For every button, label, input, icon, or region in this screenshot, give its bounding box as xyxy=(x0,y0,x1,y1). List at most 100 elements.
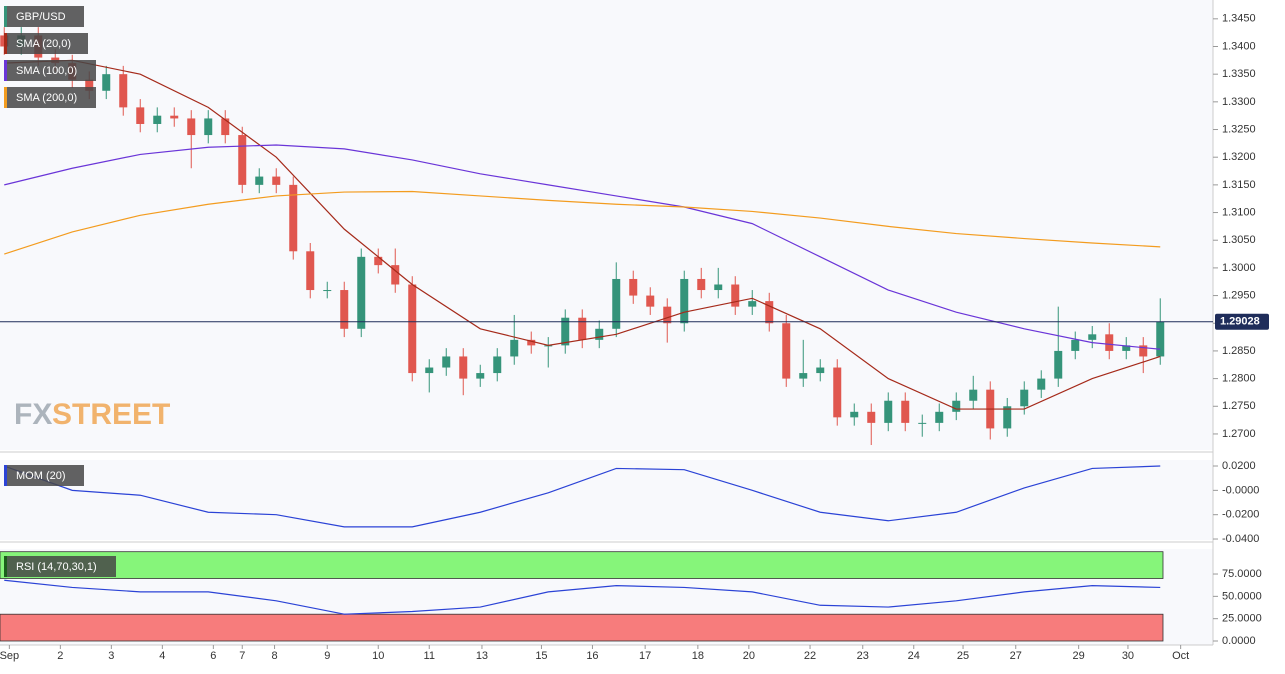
candle-body xyxy=(170,115,179,119)
candle-body xyxy=(1088,334,1097,340)
legend-swatch xyxy=(4,465,7,486)
candle-body xyxy=(901,400,910,423)
candle-body xyxy=(1122,345,1131,351)
x-tick-label: 6 xyxy=(210,650,216,662)
candle-body xyxy=(459,356,468,379)
oversold-band xyxy=(0,613,1164,642)
candle-body xyxy=(680,278,689,324)
candle-body xyxy=(969,389,978,401)
y-tick-label: 1.3000 xyxy=(1222,262,1256,274)
candle-body xyxy=(646,295,655,307)
legend-label: MOM (20) xyxy=(16,470,66,482)
legend-box xyxy=(4,87,96,108)
x-tick-label: 24 xyxy=(908,650,920,662)
y-tick-label: 0.0200 xyxy=(1222,460,1256,472)
y-tick-label: 1.2950 xyxy=(1222,289,1256,301)
indicator-line xyxy=(4,579,1161,615)
legend-label: GBP/USD xyxy=(16,11,66,23)
candle-body xyxy=(663,306,672,324)
candle-body xyxy=(578,317,587,340)
candle-body xyxy=(561,317,570,346)
candle-body xyxy=(612,278,621,329)
candle-body xyxy=(1054,350,1063,379)
y-tick-label: 25.0000 xyxy=(1222,613,1262,625)
x-tick-label: 4 xyxy=(159,650,165,662)
candle-body xyxy=(833,367,842,418)
candle-body xyxy=(1105,334,1114,351)
x-tick-label: 29 xyxy=(1073,650,1085,662)
candle-body xyxy=(1156,321,1165,357)
y-tick-label: 1.2700 xyxy=(1222,428,1256,440)
y-tick-label: 1.3450 xyxy=(1222,13,1256,25)
y-tick-label: -0.0000 xyxy=(1222,484,1259,496)
x-tick-label: Sep xyxy=(0,650,19,662)
x-tick-label: 15 xyxy=(535,650,547,662)
y-tick-label: 75.0000 xyxy=(1222,568,1262,580)
y-tick-label: 1.2750 xyxy=(1222,400,1256,412)
candle-body xyxy=(952,400,961,412)
x-tick-label: 9 xyxy=(324,650,330,662)
x-tick-label: 23 xyxy=(857,650,869,662)
candle-body xyxy=(510,339,519,357)
legend-swatch xyxy=(4,6,7,27)
candle-body xyxy=(799,373,808,379)
legend-swatch xyxy=(4,87,7,108)
indicator-line xyxy=(4,190,1161,255)
price-panel xyxy=(0,0,1213,450)
candle-body xyxy=(204,118,213,136)
candle-body xyxy=(748,301,757,307)
candle-body xyxy=(697,278,706,291)
overbought-band xyxy=(0,551,1164,579)
indicator-line xyxy=(4,59,1161,410)
candle-body xyxy=(374,256,383,266)
y-tick-label: -0.0400 xyxy=(1222,533,1259,545)
candle-body xyxy=(816,367,825,374)
y-tick-label: 0.0000 xyxy=(1222,635,1256,647)
x-tick-label: 18 xyxy=(692,650,704,662)
candle-body xyxy=(238,135,247,185)
candle-body xyxy=(391,265,400,285)
candle-body xyxy=(119,74,128,108)
candle-body xyxy=(629,278,638,296)
candle-body xyxy=(425,367,434,374)
candle-body xyxy=(1037,378,1046,390)
candle-body xyxy=(867,411,876,423)
x-tick-label: 7 xyxy=(239,650,245,662)
candle-body xyxy=(782,323,791,379)
x-tick-label: 16 xyxy=(586,650,598,662)
y-tick-label: 1.3250 xyxy=(1222,123,1256,135)
legend-label: SMA (20,0) xyxy=(16,38,71,50)
candle-body xyxy=(935,411,944,423)
candle-body xyxy=(85,79,94,91)
x-tick-label: 30 xyxy=(1122,650,1134,662)
x-tick-label: 3 xyxy=(108,650,114,662)
legend-box xyxy=(4,60,96,81)
candle-body xyxy=(340,290,349,329)
x-tick-label: 17 xyxy=(639,650,651,662)
candle-body xyxy=(884,400,893,423)
y-tick-label: 1.2850 xyxy=(1222,345,1256,357)
candle-body xyxy=(289,184,298,252)
watermark: STREET xyxy=(52,398,170,431)
candle-body xyxy=(918,422,927,424)
candle-body xyxy=(408,284,417,374)
candle-body xyxy=(102,74,111,91)
x-tick-label: 20 xyxy=(743,650,755,662)
y-tick-label: 1.3400 xyxy=(1222,40,1256,52)
candle-body xyxy=(765,301,774,324)
candle-body xyxy=(595,328,604,340)
x-tick-label: 25 xyxy=(957,650,969,662)
candle-body xyxy=(1139,345,1148,357)
price-badge xyxy=(1215,313,1269,330)
y-tick-label: 1.3300 xyxy=(1222,96,1256,108)
x-tick-label: 2 xyxy=(57,650,63,662)
candle-body xyxy=(493,356,502,374)
candle-body xyxy=(136,107,145,124)
watermark: FX xyxy=(14,398,52,431)
legend-swatch xyxy=(4,556,7,577)
x-tick-label: Oct xyxy=(1172,650,1189,662)
indicator-line xyxy=(4,465,1161,528)
candle-body xyxy=(527,339,536,346)
candle-body xyxy=(323,290,332,292)
